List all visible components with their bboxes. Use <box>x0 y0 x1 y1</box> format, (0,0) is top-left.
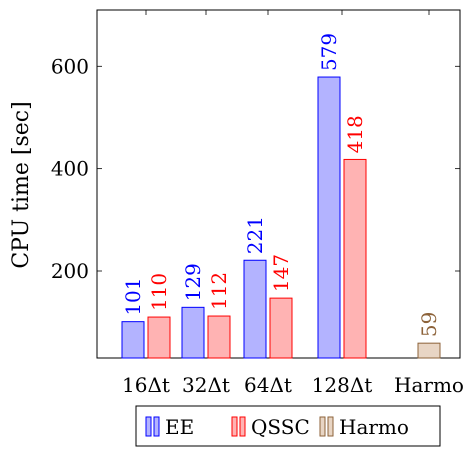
data-label-qssc-2: 147 <box>269 254 293 292</box>
y-tick-label: 600 <box>51 54 89 78</box>
legend-swatch-harmo <box>327 416 334 437</box>
data-label-qssc-1: 112 <box>207 272 231 310</box>
legend-box <box>135 405 441 447</box>
legend-swatch-qssc <box>231 416 238 437</box>
bar-ee-1 <box>181 306 205 359</box>
x-tick-label: 16Δt <box>122 373 170 397</box>
legend-swatch-ee <box>153 416 160 437</box>
bar-ee-3 <box>317 76 341 359</box>
bar-ee-2 <box>243 259 267 359</box>
data-label-ee-1: 129 <box>181 263 205 301</box>
bar-ee-0 <box>121 321 145 359</box>
data-label-harmo-4: 59 <box>417 312 441 337</box>
y-tick-labels: 200 400 600 <box>51 54 89 283</box>
data-label-ee-0: 101 <box>121 277 145 315</box>
bar-qssc-0 <box>147 316 171 359</box>
x-tick-label: 128Δt <box>312 373 373 397</box>
y-axis-label: CPU time [sec] <box>9 101 34 268</box>
data-label-qssc-0: 110 <box>147 273 171 311</box>
legend-swatch-ee <box>145 416 152 437</box>
data-label-ee-3: 579 <box>317 33 341 71</box>
legend-swatch-qssc <box>239 416 246 437</box>
legend: EE QSSC Harmo <box>135 405 441 447</box>
bar-qssc-2 <box>269 297 293 359</box>
legend-swatch-harmo <box>319 416 326 437</box>
legend-label-ee: EE <box>165 415 194 439</box>
x-tick-label: 64Δt <box>244 373 292 397</box>
data-label-qssc-3: 418 <box>343 115 367 153</box>
data-label-ee-2: 221 <box>243 216 267 254</box>
y-tick-label: 400 <box>51 157 89 181</box>
y-tick-label: 200 <box>51 259 89 283</box>
bars <box>121 76 441 359</box>
legend-label-qssc: QSSC <box>251 415 310 439</box>
x-tick-label: Harmo <box>394 373 464 397</box>
bar-harmo-4 <box>417 342 441 359</box>
bar-qssc-1 <box>207 315 231 359</box>
x-tick-label: 32Δt <box>182 373 230 397</box>
x-tick-labels: 16Δt 32Δt 64Δt 128Δt Harmo <box>122 373 464 397</box>
legend-label-harmo: Harmo <box>339 415 409 439</box>
bar-qssc-3 <box>343 158 367 359</box>
